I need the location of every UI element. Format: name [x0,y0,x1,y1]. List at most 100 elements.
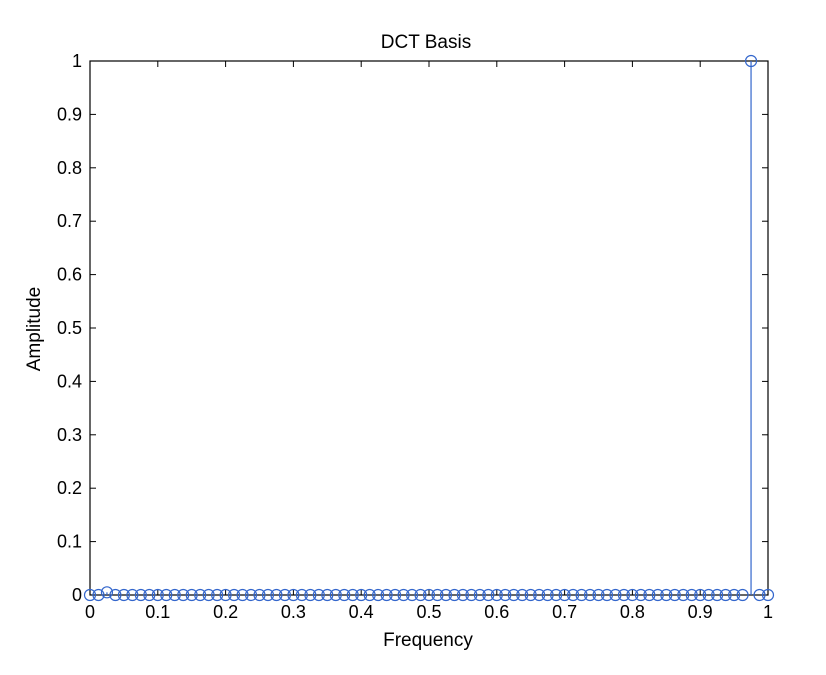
stem-marker [405,588,419,602]
stem-marker [397,588,410,602]
stem-marker [634,588,647,602]
stem-marker [744,54,758,68]
stem-marker [143,588,156,602]
stem-marker [219,588,232,602]
y-tick-label: 0.2 [57,478,82,498]
stem-marker [736,588,749,602]
stem-marker [719,588,732,602]
stem-marker [541,588,554,602]
stem-marker [304,588,317,602]
stem-marker [761,588,775,602]
stem-marker [617,588,631,602]
stem-marker [422,588,436,602]
stem-marker [499,588,512,602]
stem-marker [380,588,393,602]
y-tick-label: 0.5 [57,318,82,338]
stem-marker [702,588,715,602]
stem-marker [355,588,368,602]
y-tick-label: 0.9 [57,104,82,124]
stem-marker [558,588,571,602]
stem-marker [414,588,427,602]
stem-marker [236,588,249,602]
stem-marker [244,588,258,602]
x-axis-label: Frequency [383,630,473,651]
stem-marker [516,588,529,602]
stem-marker [100,586,114,599]
stem-marker [465,588,478,602]
x-tick-label: 0.6 [484,602,509,622]
stem-marker [711,588,724,602]
y-tick-label: 0.1 [57,532,82,552]
stem-marker [389,588,402,602]
stem-marker [609,588,622,602]
stem-marker [575,588,588,602]
stem-marker [685,588,698,602]
stem-marker [626,588,639,602]
stem-marker [160,588,173,602]
x-tick-label: 0.3 [281,602,306,622]
stem-marker [134,588,147,602]
stem-marker [439,588,453,602]
stem-marker [727,588,741,602]
x-tick-label: 0.7 [552,602,577,622]
stem-marker [194,588,207,602]
y-tick-label: 0.8 [57,158,82,178]
x-tick-label: 0.4 [349,602,374,622]
stem-marker [566,588,580,602]
y-tick-label: 1 [72,51,82,71]
stem-marker [651,588,664,602]
stem-marker [372,588,385,602]
stem-marker [338,588,351,602]
plot-frame [89,60,769,596]
x-tick-label: 1 [763,602,773,622]
y-tick-label: 0.4 [57,371,82,391]
stem-marker [126,588,139,602]
stem-marker [83,588,97,602]
stem-marker [550,588,563,602]
stem-marker [533,588,546,602]
x-tick-label: 0.2 [213,602,238,622]
stem-marker [253,588,266,602]
stem-marker [643,588,656,602]
y-axis-label: Amplitude [24,287,45,372]
stem-marker [431,588,444,602]
x-tick-label: 0.1 [145,602,170,622]
stem-marker [211,588,224,602]
stem-marker [668,588,681,602]
y-tick-label: 0.3 [57,425,82,445]
stem-marker [151,588,164,602]
y-tick-label: 0.7 [57,211,82,231]
y-tick-label: 0.6 [57,265,82,285]
stem-marker [600,588,614,602]
stem-marker [270,588,283,602]
plot-area: 0 0.1 0.2 0.3 0.4 0.5 0.6 0.7 0.8 0.9 1 0 0.1 0.2 0.3 0… [57,51,775,622]
stem-marker [202,588,215,602]
stem-marker [753,588,766,602]
stem-marker [168,588,181,602]
stem-marker [346,588,359,602]
stem-marker [312,588,325,602]
stem-marker [185,588,198,602]
stem-marker [507,588,520,602]
stem-marker [524,588,537,602]
stem-marker [261,588,275,602]
stem-marker [177,588,190,602]
stem-marker [456,588,469,602]
x-tick-label: 0.5 [416,602,441,622]
stem-marker [321,588,334,602]
stem-marker [482,588,495,602]
x-tick-label: 0 [85,602,95,622]
stem-marker [694,588,707,602]
stem-marker [278,588,292,602]
x-tick-label: 0.8 [620,602,645,622]
stem-marker [329,588,342,602]
stem-marker [295,588,308,602]
stem-marker [490,588,503,602]
stem-marker [117,588,131,602]
stem-marker [287,588,300,602]
chart-title: DCT Basis [381,32,471,53]
stem-marker [92,588,105,602]
x-tick-label: 0.9 [688,602,713,622]
stem-marker [109,588,122,602]
